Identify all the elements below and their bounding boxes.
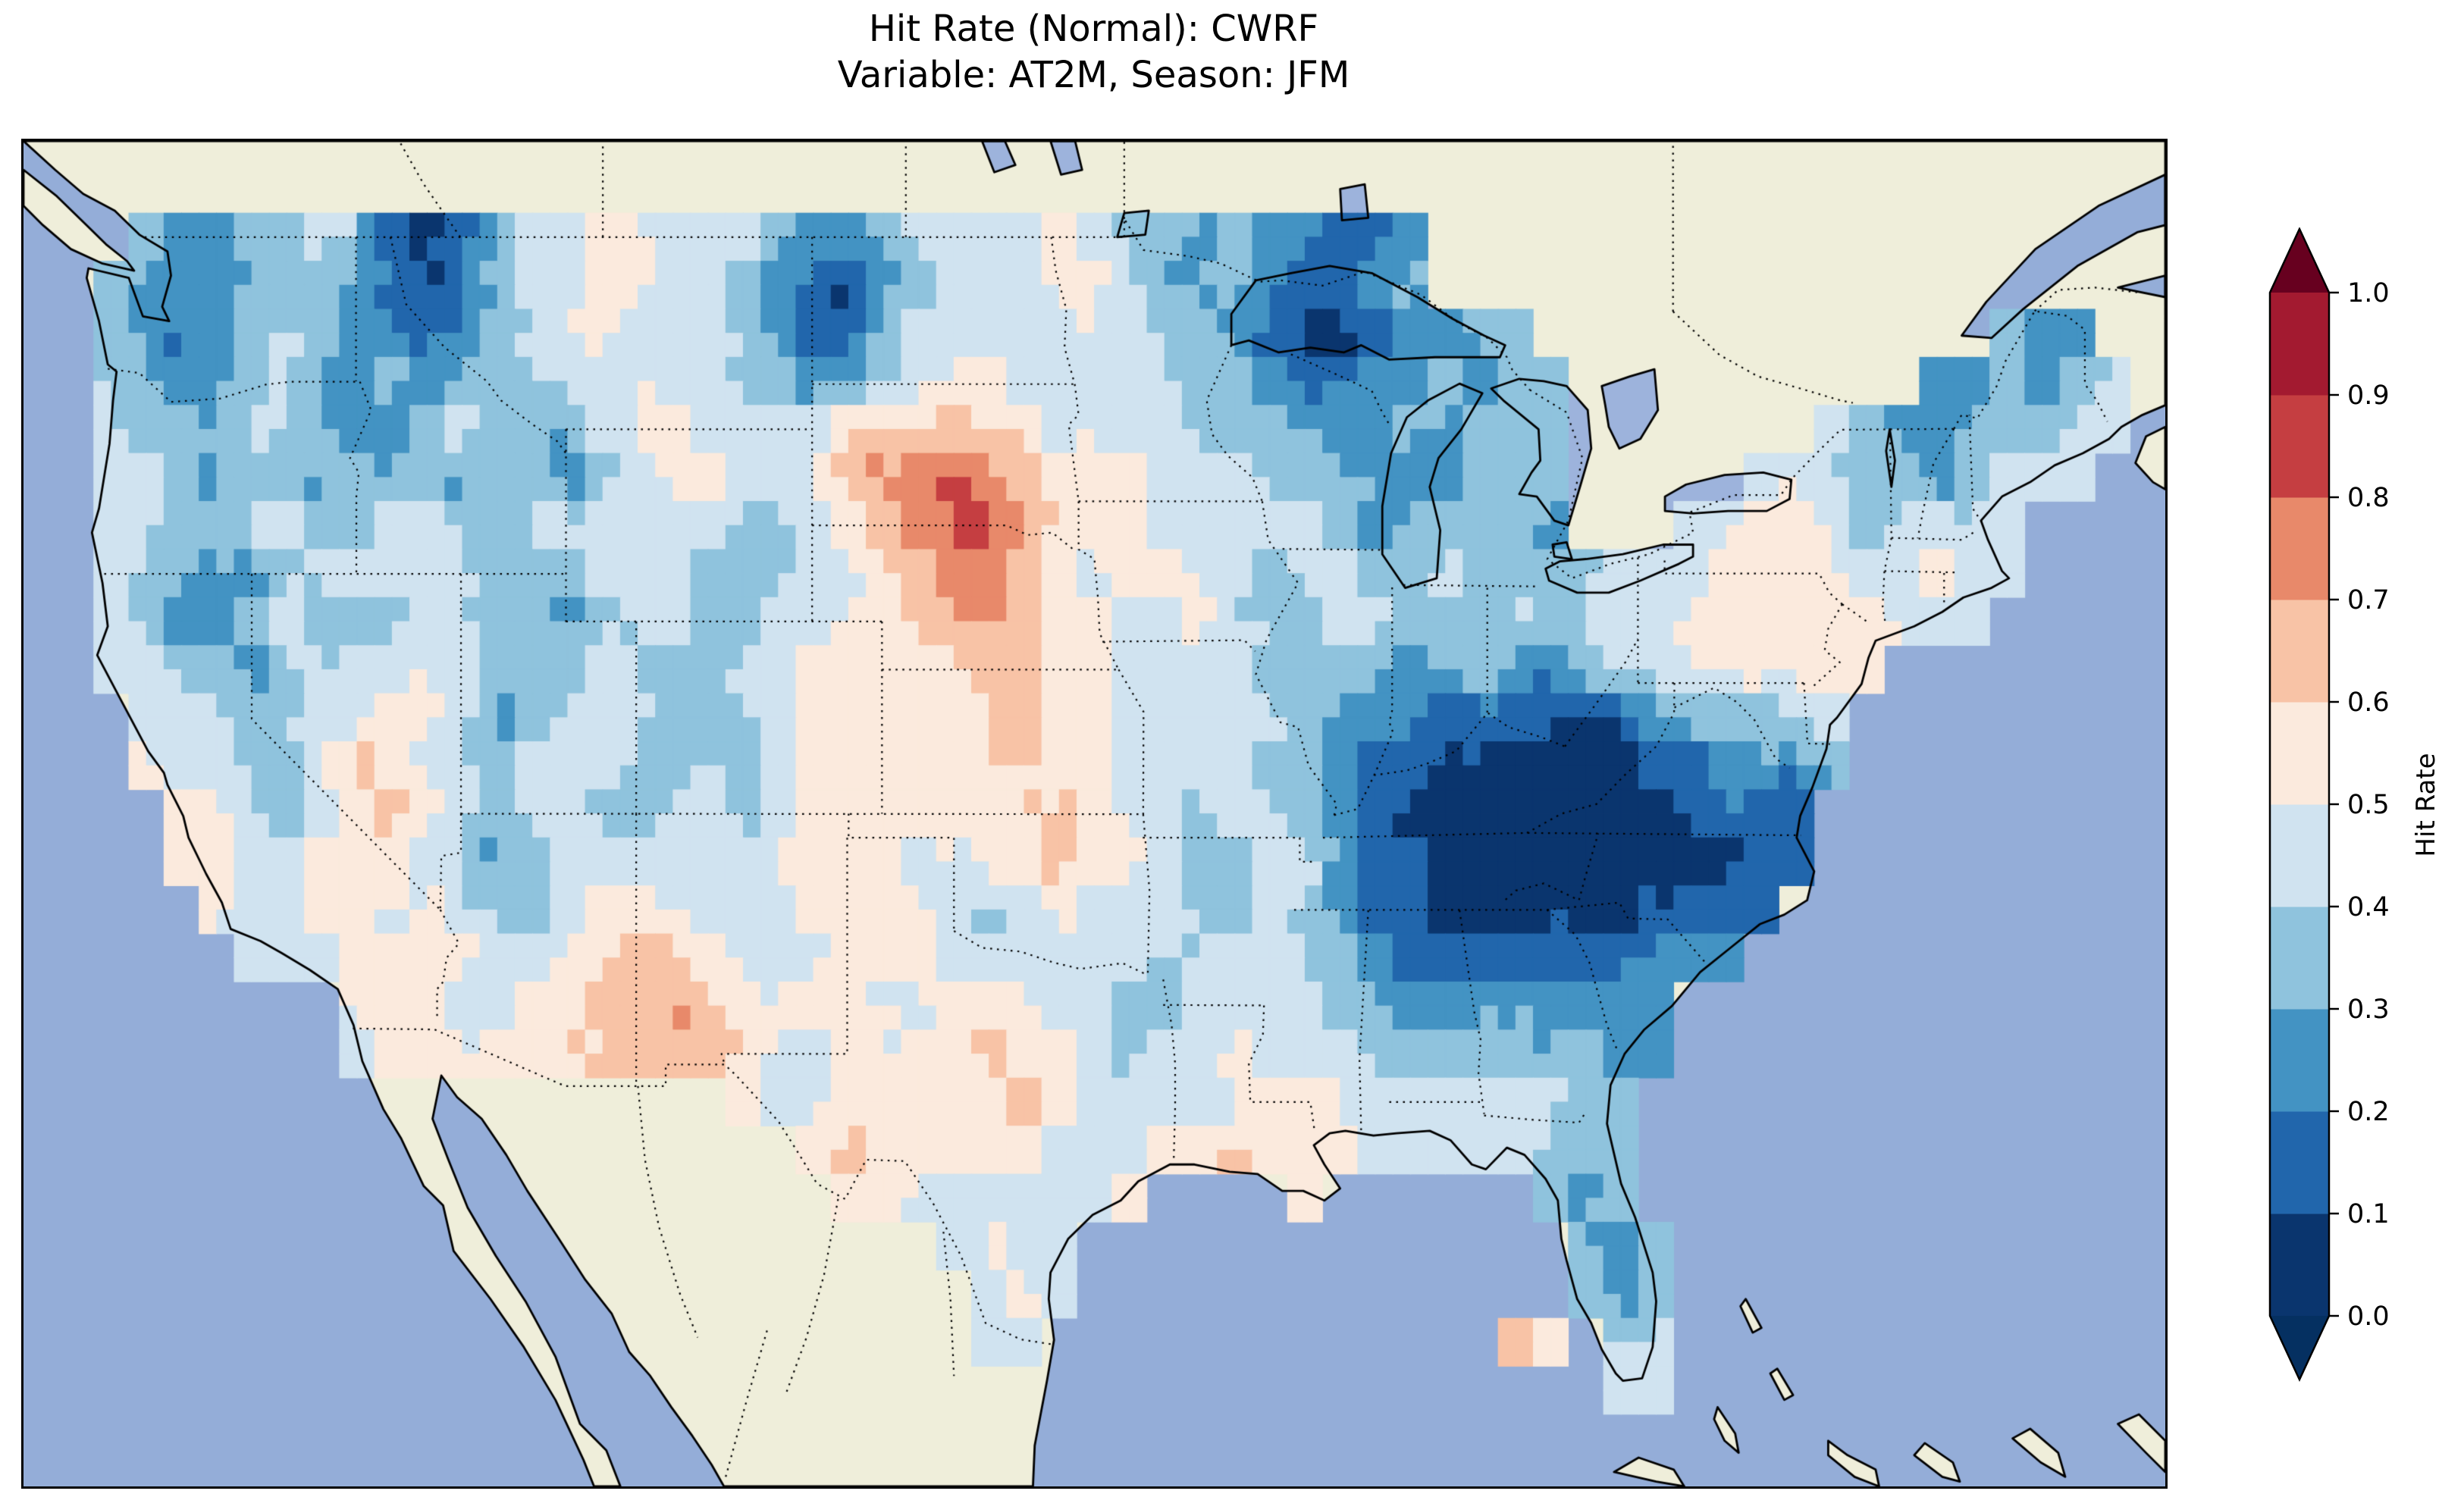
colorbar-tick-label: 0.9 <box>2347 381 2390 411</box>
colorbar-tick-label: 1.0 <box>2347 278 2390 309</box>
colorbar-tick-label: 0.6 <box>2347 687 2390 718</box>
colorbar-tick-label: 0.5 <box>2347 790 2390 820</box>
colorbar: 0.0 0.1 0.2 0.3 0.4 0.5 0.6 0.7 0.8 0.9 1.0 <box>2268 227 2390 1382</box>
colorbar-axis-label: Hit Rate <box>2411 753 2441 857</box>
colorbar-bin <box>2270 395 2329 498</box>
colorbar-extend-over <box>2270 229 2329 293</box>
us-hit-rate-heatmap <box>24 141 2165 1486</box>
colorbar-tick-label: 0.0 <box>2347 1301 2390 1332</box>
colorbar-tick-label: 0.8 <box>2347 483 2390 513</box>
colorbar-bin <box>2270 600 2329 703</box>
colorbar-bin <box>2270 497 2329 600</box>
map-axes <box>21 139 2168 1489</box>
colorbar-tick-label: 0.4 <box>2347 892 2390 922</box>
colorbar-bin <box>2270 1214 2329 1317</box>
colorbar-tick-label: 0.1 <box>2347 1199 2390 1229</box>
chart-title-line2: Variable: AT2M, Season: JFM <box>837 54 1350 96</box>
colorbar-tick-label: 0.3 <box>2347 994 2390 1025</box>
colorbar-bin <box>2270 1111 2329 1214</box>
colorbar-extend-under <box>2270 1316 2329 1380</box>
chart-title-line1: Hit Rate (Normal): CWRF <box>868 8 1319 50</box>
colorbar-bin <box>2270 907 2329 1010</box>
colorbar-tick-label: 0.2 <box>2347 1097 2390 1127</box>
colorbar-bin <box>2270 804 2329 907</box>
colorbar-bin <box>2270 293 2329 396</box>
colorbar-tick-label: 0.7 <box>2347 585 2390 615</box>
colorbar-bin <box>2270 702 2329 805</box>
chart-title: Hit Rate (Normal): CWRF Variable: AT2M, … <box>23 6 2165 99</box>
colorbar-bin <box>2270 1009 2329 1112</box>
